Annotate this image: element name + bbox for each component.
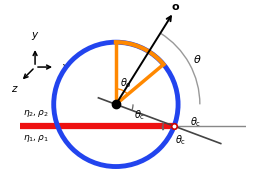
Text: $y$: $y$ — [31, 30, 39, 42]
Text: $z$: $z$ — [11, 84, 18, 94]
Text: $\eta_2, \rho_2$: $\eta_2, \rho_2$ — [23, 108, 48, 119]
Text: $\theta$: $\theta$ — [193, 53, 202, 65]
Text: $\theta_\mathrm{c}$: $\theta_\mathrm{c}$ — [134, 108, 145, 122]
Text: o: o — [172, 2, 179, 12]
Text: $\eta_1, \rho_1$: $\eta_1, \rho_1$ — [23, 133, 48, 144]
Text: $x$: $x$ — [61, 62, 69, 72]
Text: $\theta_\mathrm{c}$: $\theta_\mathrm{c}$ — [190, 115, 202, 129]
Text: $\theta_\mathrm{o}$: $\theta_\mathrm{o}$ — [120, 76, 132, 90]
Text: $\theta_\mathrm{c}$: $\theta_\mathrm{c}$ — [175, 133, 186, 147]
